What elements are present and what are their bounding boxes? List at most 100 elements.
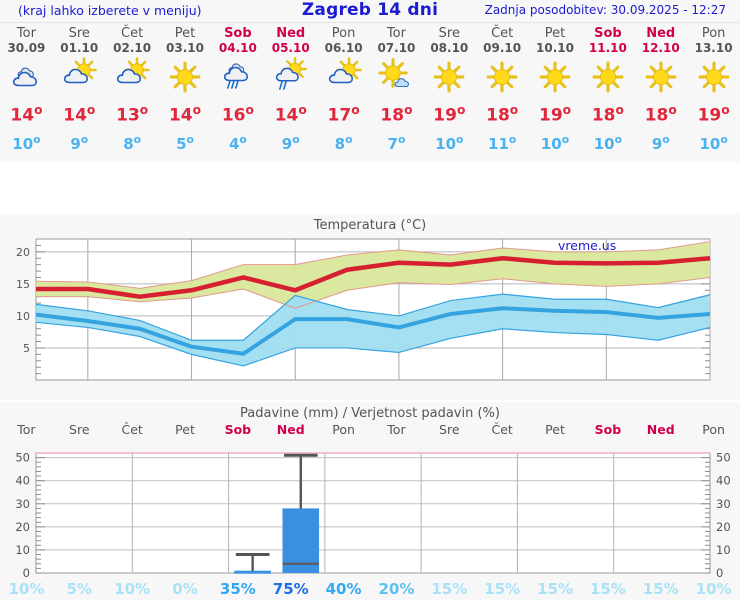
max-temp-band — [36, 241, 710, 309]
temperature-chart-title: Temperatura (°C) — [313, 218, 427, 233]
precipitation-probability: 40% — [325, 580, 362, 598]
svg-text:20: 20 — [716, 520, 731, 534]
precipitation-probability: 20% — [378, 580, 415, 598]
day-date: 07.10 — [377, 41, 416, 55]
day-date: 03.10 — [166, 41, 204, 55]
day-name: Pet — [544, 26, 566, 41]
day-column[interactable]: Tor 07.10 18o 7o — [370, 26, 423, 155]
max-temperature: 19o — [538, 103, 572, 126]
day-date: 04.10 — [218, 41, 257, 55]
svg-text:40: 40 — [716, 474, 731, 488]
min-temperature: 9o — [651, 132, 670, 153]
header-panel: (kraj lahko izberete v meniju) Zagreb 14… — [0, 0, 740, 162]
min-temperature: 10o — [540, 132, 570, 153]
max-temperature: 14o — [63, 103, 96, 126]
precipitation-chart-panel: Padavine (mm) / Verjetnost padavin (%) T… — [0, 402, 740, 600]
svg-text:10: 10 — [716, 543, 731, 557]
precipitation-probability-row: 10% 5% 10% 0% 35% 75% 40% 20% 15% 15% 15% 15% 15% 10% — [0, 580, 740, 598]
daily-forecast-row: Tor 30.09 14o 10o Sre 01.10 14o 9o Čet 02.10 13… — [0, 26, 740, 155]
precipitation-day-label: Sre — [69, 422, 90, 437]
day-date: 30.09 — [7, 41, 46, 55]
day-name: Ned — [646, 26, 676, 41]
precipitation-day-label: Tor — [17, 422, 36, 437]
day-name: Pon — [701, 26, 726, 41]
day-name: Čet — [491, 26, 514, 41]
day-column[interactable]: Sre 01.10 14o 9o — [53, 26, 106, 155]
sunny-icon — [687, 57, 740, 97]
day-column[interactable]: Čet 02.10 13o 8o — [106, 26, 159, 155]
svg-text:0: 0 — [23, 566, 30, 580]
day-column[interactable]: Ned 12.10 18o 9o — [634, 26, 687, 155]
header-divider — [0, 22, 740, 23]
precipitation-probability: 15% — [431, 580, 468, 598]
precipitation-probability: 15% — [537, 580, 573, 598]
day-column[interactable]: Pet 03.10 14o 5o — [159, 26, 212, 155]
precipitation-day-label: Ned — [276, 422, 305, 437]
day-column[interactable]: Pon 06.10 17o 8o — [317, 26, 370, 155]
precipitation-day-label: Čet — [121, 422, 143, 437]
svg-text:10: 10 — [15, 543, 30, 557]
max-temperature: 18o — [380, 103, 413, 126]
svg-text:5: 5 — [23, 342, 30, 355]
svg-text:30: 30 — [716, 497, 731, 511]
precipitation-day-label: Tor — [387, 422, 406, 437]
partly-sunny-icon — [317, 57, 370, 97]
min-temperature: 10o — [12, 132, 41, 153]
sunny-icon — [159, 57, 212, 97]
day-column[interactable]: Čet 09.10 18o 11o — [476, 26, 529, 155]
precipitation-day-label: Pon — [332, 422, 355, 437]
sunny-icon — [476, 57, 529, 97]
day-name: Sre — [68, 26, 90, 41]
max-temp-line — [36, 255, 711, 299]
precipitation-probability: 5% — [66, 580, 93, 598]
max-temperature: 18o — [486, 103, 519, 126]
day-column[interactable]: Sob 04.10 16o 4o — [211, 26, 264, 155]
max-temperature: 16o — [221, 103, 254, 126]
precipitation-probability: 10% — [695, 580, 732, 598]
day-column[interactable]: Sob 11.10 18o 10o — [581, 26, 634, 155]
svg-text:30: 30 — [15, 497, 30, 511]
last-update-label: Zadnja posodobitev: 30.09.2025 - 12:27 — [484, 3, 726, 17]
day-column[interactable]: Sre 08.10 19o 10o — [423, 26, 476, 155]
day-name: Sob — [594, 26, 622, 41]
min-temperature: 9o — [70, 132, 89, 153]
precipitation-probability: 10% — [8, 580, 45, 598]
partly-sunny-icon — [53, 57, 106, 97]
precipitation-probability: 75% — [272, 580, 309, 598]
precipitation-day-label: Sob — [224, 422, 252, 437]
min-temp-line — [35, 306, 711, 356]
min-temperature: 8o — [123, 132, 142, 153]
precipitation-chart-svg: 0 0 10 10 20 20 30 30 40 40 50 50 — [15, 451, 731, 580]
sunny-icon — [634, 57, 687, 97]
day-column[interactable]: Pet 10.10 19o 10o — [529, 26, 582, 155]
day-column[interactable]: Pon 13.10 19o 10o — [687, 26, 740, 155]
precipitation-day-label: Pon — [702, 422, 725, 437]
day-column[interactable]: Tor 30.09 14o 10o — [0, 26, 53, 155]
precipitation-day-label: Čet — [491, 422, 513, 437]
max-temperature: 14o — [168, 103, 202, 126]
svg-text:15: 15 — [16, 278, 30, 291]
svg-text:40: 40 — [15, 474, 30, 488]
min-temperature: 10o — [593, 132, 623, 153]
max-temperature: 13o — [116, 103, 149, 126]
precipitation-bar — [282, 508, 320, 573]
svg-text:20: 20 — [16, 246, 30, 259]
precipitation-probability: 35% — [219, 580, 256, 598]
day-column[interactable]: Ned 05.10 14o 9o — [264, 26, 317, 155]
max-temperature: 17o — [327, 103, 360, 126]
partly-sunny-icon — [106, 57, 159, 97]
temperature-chart-svg: 5 10 15 20 — [16, 238, 711, 381]
precipitation-probability: 15% — [589, 580, 626, 598]
svg-text:10: 10 — [16, 310, 30, 323]
precipitation-probability: 15% — [484, 580, 521, 598]
topbar: (kraj lahko izberete v meniju) Zagreb 14… — [0, 0, 740, 22]
day-date: 09.10 — [483, 41, 522, 55]
precipitation-chart-title: Padavine (mm) / Verjetnost padavin (%) — [240, 406, 500, 421]
precipitation-day-label: Pet — [545, 422, 565, 437]
day-name: Pon — [331, 26, 356, 41]
min-temperature: 7o — [387, 132, 406, 153]
min-temperature: 8o — [334, 132, 353, 153]
sunny-icon — [423, 57, 476, 97]
day-date: 01.10 — [60, 41, 99, 55]
